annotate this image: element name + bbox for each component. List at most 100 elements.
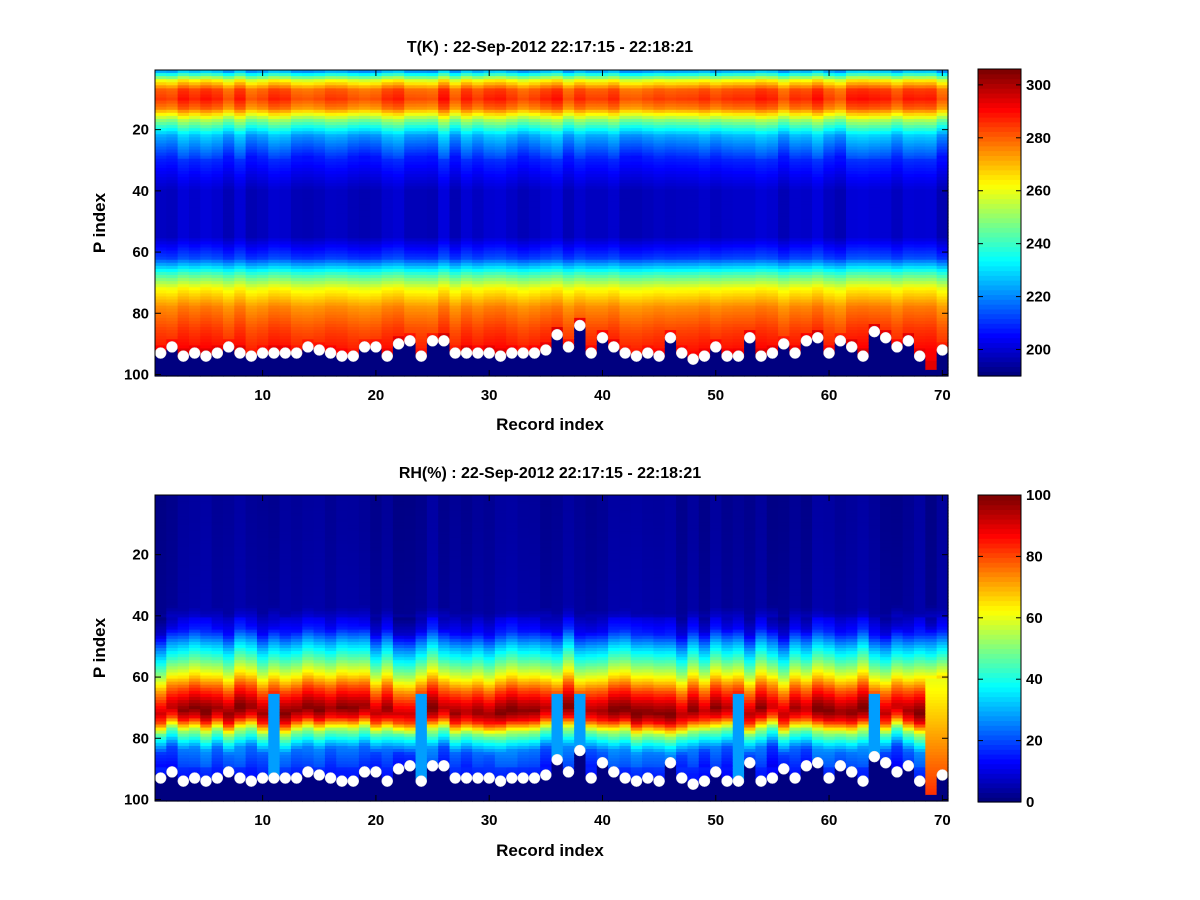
temperature-heatmap-cell — [392, 336, 405, 340]
temperature-heatmap-cell — [211, 327, 224, 331]
temperature-heatmap-cell — [256, 91, 269, 96]
temperature-heatmap-cell — [155, 299, 167, 304]
temperature-heatmap-cell — [336, 296, 349, 301]
temperature-heatmap-cell — [177, 281, 190, 285]
temperature-heatmap-cell — [324, 79, 337, 83]
temperature-heatmap-cell — [313, 323, 326, 328]
temperature-heatmap-cell — [155, 161, 167, 166]
temperature-heatmap-cell — [358, 155, 371, 160]
temperature-heatmap-cell — [347, 320, 360, 325]
temperature-heatmap-cell — [279, 216, 292, 221]
temperature-heatmap-cell — [347, 232, 360, 236]
temperature-heatmap-cell — [155, 122, 167, 126]
temperature-heatmap-cell — [392, 91, 405, 96]
temperature-heatmap-cell — [313, 320, 326, 325]
temperature-heatmap-cell — [290, 149, 303, 154]
temperature-heatmap-cell — [222, 143, 235, 148]
temperature-heatmap-cell — [268, 115, 281, 120]
temperature-heatmap-cell — [177, 174, 190, 178]
temperature-heatmap-cell — [256, 253, 269, 258]
temperature-heatmap-cell — [381, 70, 394, 74]
temperature-heatmap-cell — [188, 296, 201, 301]
temperature-heatmap-cell — [256, 311, 269, 316]
temperature-heatmap-cell — [358, 100, 371, 105]
temperature-heatmap-cell — [336, 112, 349, 117]
temperature-heatmap-cell — [313, 265, 326, 270]
temperature-heatmap-cell — [222, 122, 235, 126]
temperature-heatmap-cell — [313, 232, 326, 236]
temperature-heatmap-cell — [268, 360, 281, 365]
temperature-heatmap-cell — [256, 259, 269, 264]
temperature-heatmap-cell — [324, 259, 337, 264]
temperature-heatmap-cell — [211, 302, 224, 307]
temperature-heatmap-cell — [324, 97, 337, 102]
temperature-heatmap-cell — [290, 296, 303, 301]
temperature-heatmap-cell — [381, 241, 394, 246]
temperature-heatmap-cell — [245, 167, 258, 172]
temperature-heatmap-cell — [268, 278, 281, 282]
temperature-heatmap-cell — [404, 152, 417, 157]
temperature-heatmap-cell — [324, 177, 337, 181]
temperature-heatmap-cell — [211, 314, 224, 319]
temperature-heatmap-cell — [177, 204, 190, 209]
temperature-heatmap-cell — [381, 106, 394, 111]
temperature-heatmap-cell — [222, 91, 235, 96]
temperature-heatmap-cell — [347, 253, 360, 258]
temperature-heatmap-cell — [211, 357, 224, 362]
temperature-heatmap-cell — [370, 265, 383, 270]
temperature-heatmap-cell — [336, 106, 349, 111]
temperature-heatmap-cell — [313, 287, 326, 291]
temperature-heatmap-cell — [222, 271, 235, 276]
temperature-heatmap-cell — [381, 198, 394, 203]
temperature-heatmap-cell — [177, 265, 190, 270]
temperature-heatmap-cell — [324, 284, 337, 288]
temperature-heatmap-cell — [256, 88, 269, 93]
temperature-heatmap-cell — [279, 143, 292, 148]
temperature-heatmap-cell — [256, 140, 269, 145]
temperature-heatmap-cell — [188, 247, 201, 252]
temperature-heatmap-cell — [211, 195, 224, 200]
temperature-heatmap-cell — [392, 207, 405, 212]
temperature-heatmap-cell — [336, 293, 349, 298]
temperature-heatmap-cell — [177, 177, 190, 181]
temperature-heatmap-cell — [347, 134, 360, 138]
temperature-heatmap-cell — [404, 143, 417, 148]
temperature-heatmap-cell — [155, 336, 167, 340]
temperature-heatmap-cell — [302, 219, 315, 224]
temperature-heatmap-cell — [358, 308, 371, 313]
temperature-heatmap-cell — [347, 268, 360, 273]
temperature-heatmap-cell — [404, 177, 417, 181]
temperature-heatmap-cell — [392, 149, 405, 154]
temperature-heatmap-cell — [347, 235, 360, 239]
temperature-heatmap-cell — [381, 128, 394, 132]
temperature-heatmap-cell — [358, 167, 371, 172]
temperature-heatmap-cell — [358, 207, 371, 212]
temperature-heatmap-cell — [200, 158, 213, 163]
temperature-heatmap-cell — [358, 161, 371, 166]
temperature-heatmap-cell — [324, 219, 337, 224]
temperature-heatmap-cell — [200, 128, 213, 132]
temperature-heatmap-cell — [245, 366, 258, 371]
temperature-heatmap-cell — [234, 219, 247, 224]
temperature-heatmap-cell — [155, 363, 167, 368]
temperature-heatmap-cell — [347, 79, 360, 83]
temperature-heatmap-cell — [336, 155, 349, 160]
temperature-heatmap-cell — [279, 155, 292, 160]
temperature-heatmap-cell — [392, 115, 405, 120]
temperature-heatmap-cell — [177, 241, 190, 246]
temperature-heatmap-cell — [392, 170, 405, 175]
temperature-heatmap-cell — [392, 103, 405, 108]
temperature-heatmap-cell — [358, 109, 371, 114]
temperature-heatmap-cell — [166, 366, 179, 371]
temperature-heatmap-cell — [336, 308, 349, 313]
temperature-heatmap-cell — [200, 186, 213, 190]
temperature-heatmap-cell — [347, 70, 360, 74]
temperature-heatmap-cell — [302, 232, 315, 236]
temperature-heatmap-cell — [211, 180, 224, 184]
temperature-heatmap-cell — [324, 73, 337, 77]
temperature-heatmap-cell — [188, 308, 201, 313]
temperature-heatmap-cell — [245, 259, 258, 264]
temperature-heatmap-cell — [279, 256, 292, 261]
temperature-heatmap-cell — [279, 333, 292, 337]
temperature-heatmap-cell — [234, 201, 247, 206]
